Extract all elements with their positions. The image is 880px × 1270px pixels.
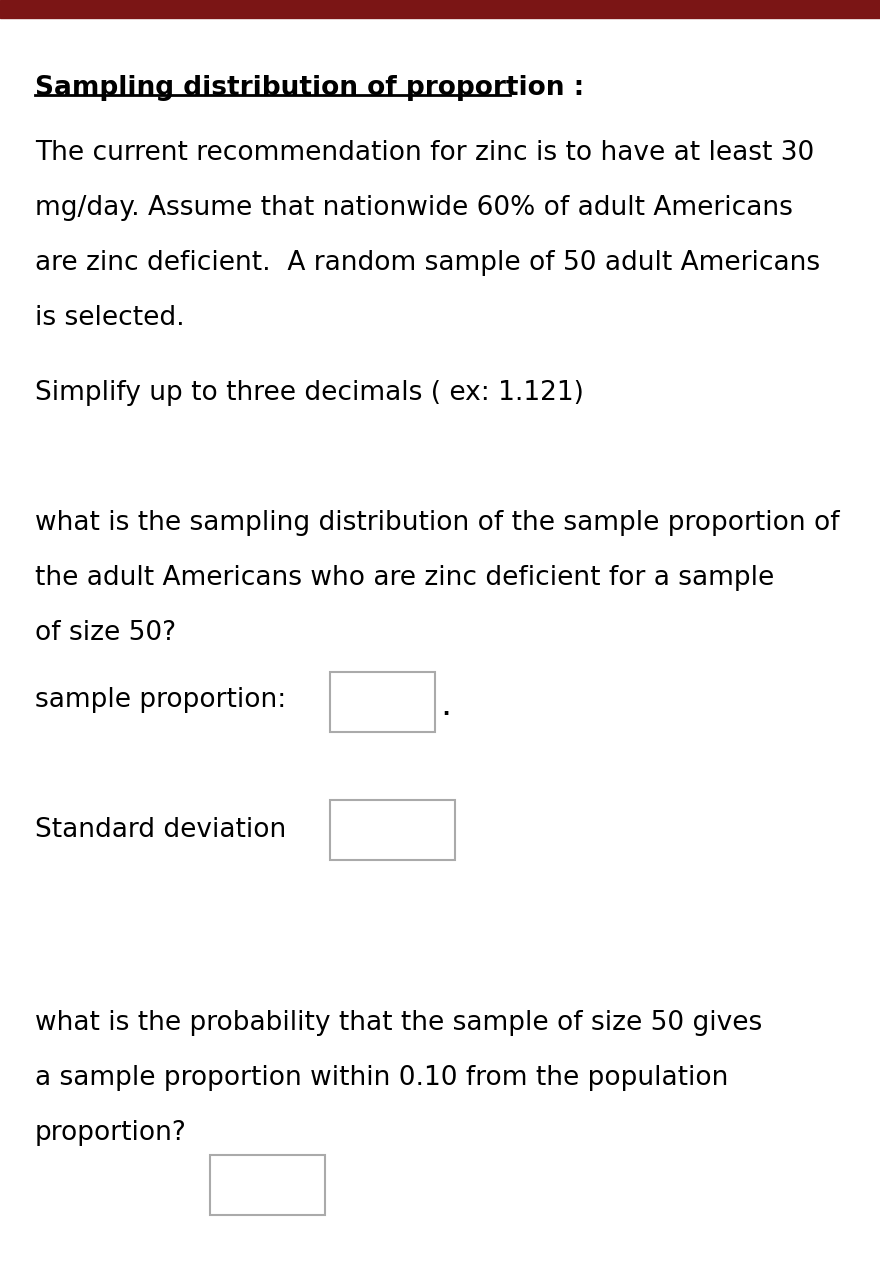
Text: the adult Americans who are zinc deficient for a sample: the adult Americans who are zinc deficie… (35, 565, 774, 591)
Text: of size 50?: of size 50? (35, 620, 176, 646)
Text: proportion?: proportion? (35, 1120, 187, 1146)
Text: sample proportion:: sample proportion: (35, 687, 286, 712)
Text: Sampling distribution of proportion :: Sampling distribution of proportion : (35, 75, 584, 102)
Text: Standard deviation: Standard deviation (35, 817, 286, 843)
Bar (0, 0, 880, 18)
Text: .: . (440, 688, 451, 723)
Text: Simplify up to three decimals ( ex: 1.121): Simplify up to three decimals ( ex: 1.12… (35, 380, 583, 406)
Bar (210, 1154, 325, 1215)
Bar (330, 672, 435, 732)
Text: are zinc deficient.  A random sample of 50 adult Americans: are zinc deficient. A random sample of 5… (35, 250, 820, 276)
Text: what is the sampling distribution of the sample proportion of: what is the sampling distribution of the… (35, 511, 840, 536)
Text: The current recommendation for zinc is to have at least 30: The current recommendation for zinc is t… (35, 140, 814, 166)
Text: mg/day. Assume that nationwide 60% of adult Americans: mg/day. Assume that nationwide 60% of ad… (35, 196, 793, 221)
Bar (330, 800, 455, 860)
Text: a sample proportion within 0.10 from the population: a sample proportion within 0.10 from the… (35, 1066, 729, 1091)
Text: what is the probability that the sample of size 50 gives: what is the probability that the sample … (35, 1010, 762, 1036)
Text: is selected.: is selected. (35, 305, 185, 331)
